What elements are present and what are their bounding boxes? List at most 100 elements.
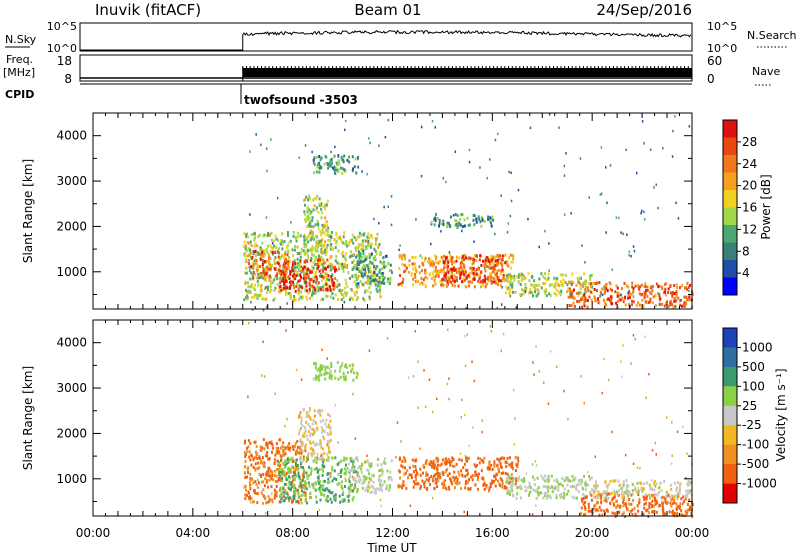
data-cell: [254, 242, 257, 246]
data-cell: [489, 221, 492, 225]
data-cell: [482, 483, 485, 487]
data-cell: [295, 450, 298, 454]
data-cell: [502, 275, 505, 279]
data-cell: [572, 295, 574, 299]
data-cell: [660, 285, 663, 289]
data-cell: [263, 267, 266, 271]
data-cell: [518, 280, 521, 284]
data-cell: [672, 497, 675, 501]
data-cell: [459, 276, 462, 280]
data-cell: [584, 496, 587, 500]
data-cell: [473, 285, 476, 289]
data-cell: [310, 210, 313, 214]
data-cell: [677, 494, 680, 498]
data-cell: [257, 294, 260, 297]
data-cell: [330, 365, 333, 368]
data-cell: [510, 477, 513, 481]
data-cell: [616, 294, 619, 298]
noise-cell: [453, 479, 456, 482]
data-cell: [306, 501, 308, 505]
data-cell: [320, 243, 323, 247]
data-cell: [548, 292, 551, 296]
data-cell: [326, 442, 329, 446]
data-cell: [338, 369, 341, 373]
data-cell: [259, 461, 262, 465]
data-cell: [320, 373, 323, 377]
data-cell: [321, 245, 324, 249]
data-cell: [471, 262, 474, 266]
data-cell: [641, 487, 644, 491]
data-cell: [343, 231, 346, 235]
data-cell: [517, 456, 520, 460]
data-cell: [411, 262, 414, 266]
nsky-label: N.Sky: [5, 33, 37, 46]
data-cell: [306, 476, 309, 480]
data-cell: [243, 471, 246, 475]
colorbar-swatch: [723, 277, 737, 296]
data-cell: [584, 296, 587, 300]
data-cell: [533, 279, 536, 283]
noise-cell: [417, 360, 419, 363]
data-cell: [299, 458, 302, 462]
data-cell: [311, 293, 313, 297]
data-cell: [584, 298, 587, 302]
data-cell: [290, 487, 292, 491]
data-cell: [274, 491, 277, 495]
noise-cell: [657, 292, 659, 295]
data-cell: [451, 482, 454, 486]
data-cell: [326, 228, 329, 232]
data-cell: [314, 234, 317, 238]
data-cell: [522, 480, 525, 484]
data-cell: [290, 482, 293, 486]
data-cell: [249, 472, 252, 476]
data-cell: [285, 293, 288, 297]
data-cell: [466, 472, 469, 476]
data-cell: [321, 454, 324, 458]
data-cell: [651, 499, 654, 503]
data-cell: [327, 477, 330, 481]
data-cell: [433, 487, 436, 491]
data-cell: [243, 485, 246, 489]
data-cell: [490, 276, 493, 280]
noise-cell: [412, 375, 415, 378]
data-cell: [502, 471, 505, 475]
data-cell: [319, 367, 322, 371]
data-cell: [273, 297, 276, 301]
data-cell: [686, 494, 689, 498]
data-cell: [676, 286, 679, 289]
data-cell: [293, 484, 296, 488]
data-cell: [628, 490, 631, 494]
data-cell: [383, 276, 386, 280]
data-cell: [286, 253, 289, 257]
data-cell: [563, 487, 566, 491]
data-cell: [496, 457, 499, 461]
data-cell: [510, 266, 513, 270]
data-cell: [268, 279, 271, 282]
data-cell: [275, 474, 278, 478]
noise-cell: [632, 245, 635, 248]
data-cell: [279, 272, 282, 275]
noise-cell: [682, 425, 684, 429]
data-cell: [594, 495, 597, 499]
data-cell: [495, 274, 498, 278]
data-cell: [294, 248, 296, 252]
data-cell: [463, 224, 466, 228]
data-cell: [348, 364, 351, 368]
data-cell: [307, 223, 310, 227]
data-cell: [622, 483, 625, 487]
data-cell: [414, 279, 417, 283]
data-cell: [260, 286, 262, 290]
data-cell: [470, 257, 472, 261]
data-cell: [439, 222, 442, 225]
data-cell: [645, 497, 648, 501]
data-cell: [478, 280, 481, 284]
data-cell: [614, 479, 617, 483]
data-cell: [262, 261, 265, 265]
data-cell: [310, 256, 313, 260]
data-cell: [628, 303, 631, 307]
data-cell: [323, 365, 326, 369]
data-cell: [245, 245, 248, 249]
noise-cell: [341, 263, 343, 266]
data-cell: [264, 273, 266, 277]
